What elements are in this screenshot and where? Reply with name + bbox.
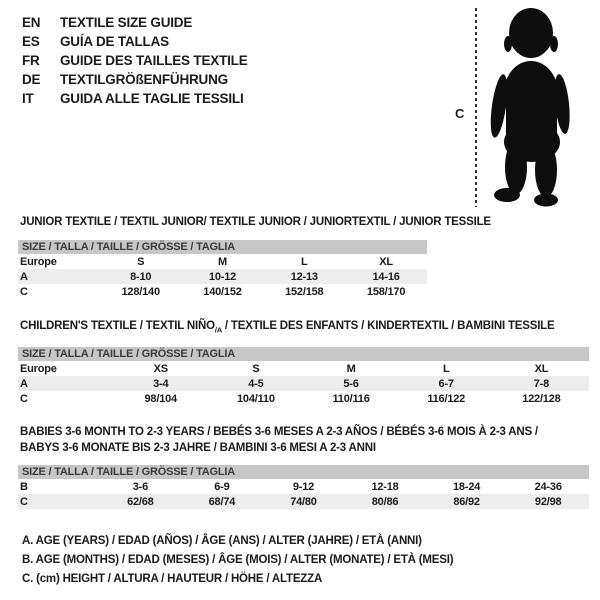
- language-code: FR: [22, 53, 40, 68]
- babies-section-title: BABIES 3-6 MONTH TO 2-3 YEARS / BEBÉS 3-…: [20, 424, 538, 456]
- table-row-europe: Europe S M L XL: [18, 254, 427, 269]
- table-cell: 18-24: [453, 480, 481, 493]
- row-label: A: [18, 376, 114, 391]
- table-row-months: B 3-6 6-9 9-12 12-18 18-24 24-36: [18, 479, 589, 494]
- language-row-es: ES GUÍA DE TALLAS: [22, 32, 248, 51]
- table-cell: S: [252, 362, 260, 375]
- row-label: Europe: [20, 362, 57, 375]
- row-label: A: [18, 269, 100, 284]
- babies-size-table: SIZE / TALLA / TAILLE / GRÖSSE / TAGLIA …: [18, 465, 589, 509]
- table-cell: 10-12: [181, 269, 264, 284]
- table-cell: 74/80: [262, 494, 345, 509]
- row-label: C: [20, 285, 28, 298]
- table-cell: L: [442, 362, 450, 375]
- legend-note-a: A. AGE (YEARS) / EDAD (AÑOS) / ÂGE (ANS)…: [22, 535, 422, 547]
- table-cell: 152/158: [285, 285, 324, 298]
- legend-notes: A. AGE (YEARS) / EDAD (AÑOS) / ÂGE (ANS)…: [22, 532, 454, 589]
- height-measure-label: C: [455, 106, 465, 121]
- size-header-row: SIZE / TALLA / TAILLE / GRÖSSE / TAGLIA: [18, 347, 589, 361]
- junior-size-table: SIZE / TALLA / TAILLE / GRÖSSE / TAGLIA …: [18, 240, 427, 299]
- table-cell: L: [301, 255, 308, 268]
- language-row-en: EN TEXTILE SIZE GUIDE: [22, 13, 248, 32]
- guide-title-de: TEXTILGRÖßENFÜHRUNG: [60, 72, 228, 87]
- table-cell: 6-9: [214, 480, 230, 493]
- table-cell: 3-6: [132, 480, 149, 493]
- table-cell: 68/74: [181, 494, 263, 509]
- children-title-subscript: /A: [214, 325, 222, 335]
- babies-title-line2: BABYS 3-6 MONATE BIS 2-3 JAHRE / BAMBINI…: [20, 442, 376, 454]
- size-header-row: SIZE / TALLA / TAILLE / GRÖSSE / TAGLIA: [18, 240, 427, 254]
- table-cell: 110/116: [332, 392, 370, 405]
- table-cell: 12-13: [263, 269, 346, 284]
- table-cell: XL: [534, 362, 549, 375]
- table-cell: 128/140: [121, 285, 161, 298]
- table-cell: 8-10: [99, 269, 182, 284]
- table-cell: 104/110: [237, 392, 275, 405]
- language-row-de: DE TEXTILGRÖßENFÜHRUNG: [22, 70, 248, 89]
- table-cell: 7-8: [493, 376, 589, 391]
- legend-note-c: C. (cm) HEIGHT / ALTURA / HAUTEUR / HÖHE…: [22, 573, 323, 585]
- table-cell: 116/122: [427, 392, 466, 405]
- row-label: B: [20, 480, 28, 493]
- table-cell: 12-18: [371, 480, 399, 493]
- guide-title-fr: GUIDE DES TAILLES TEXTILE: [60, 53, 248, 68]
- language-code: ES: [22, 34, 40, 49]
- table-cell: XL: [379, 255, 393, 268]
- babies-title-line1: BABIES 3-6 MONTH TO 2-3 YEARS / BEBÉS 3-…: [20, 426, 538, 438]
- children-section-title: CHILDREN'S TEXTILE / TEXTIL NIÑO/A / TEX…: [20, 320, 555, 335]
- children-title-post: / TEXTILE DES ENFANTS / KINDERTEXTIL / B…: [221, 320, 555, 332]
- children-title-pre: CHILDREN'S TEXTILE / TEXTIL NIÑO: [20, 320, 215, 332]
- legend-note-b: B. AGE (MONTHS) / EDAD (MESES) / ÂGE (MO…: [22, 554, 454, 566]
- row-label: C: [18, 494, 100, 509]
- table-cell: 6-7: [398, 376, 494, 391]
- row-label: Europe: [20, 255, 57, 268]
- table-cell: 24-36: [534, 480, 562, 493]
- table-row-age: A 3-4 4-5 5-6 6-7 7-8: [18, 376, 589, 391]
- language-row-fr: FR GUIDE DES TAILLES TEXTILE: [22, 51, 248, 70]
- size-header-row: SIZE / TALLA / TAILLE / GRÖSSE / TAGLIA: [18, 465, 589, 479]
- children-size-table: SIZE / TALLA / TAILLE / GRÖSSE / TAGLIA …: [18, 347, 589, 406]
- table-cell: 62/68: [99, 494, 182, 509]
- row-label: C: [20, 392, 28, 405]
- size-header-bar: SIZE / TALLA / TAILLE / GRÖSSE / TAGLIA: [18, 465, 589, 479]
- language-code: EN: [22, 15, 41, 30]
- table-row-europe: Europe XS S M L XL: [18, 361, 589, 376]
- table-cell: M: [218, 255, 227, 268]
- table-cell: 92/98: [507, 494, 589, 509]
- table-row-height: C 128/140 140/152 152/158 158/170: [18, 284, 427, 299]
- table-cell: 14-16: [345, 269, 427, 284]
- guide-title-it: GUIDA ALLE TAGLIE TESSILI: [60, 91, 244, 106]
- language-row-it: IT GUIDA ALLE TAGLIE TESSILI: [22, 89, 248, 108]
- size-header-bar: SIZE / TALLA / TAILLE / GRÖSSE / TAGLIA: [18, 347, 589, 361]
- baby-silhouette-icon: [490, 8, 570, 207]
- table-cell: XS: [153, 362, 168, 375]
- table-cell: 4-5: [208, 376, 304, 391]
- table-cell: 86/92: [425, 494, 508, 509]
- table-cell: 9-12: [292, 480, 315, 493]
- table-row-age: A 8-10 10-12 12-13 14-16: [18, 269, 427, 284]
- table-cell: 122/128: [522, 392, 561, 405]
- language-title-list: EN TEXTILE SIZE GUIDE ES GUÍA DE TALLAS …: [22, 13, 248, 108]
- table-row-height: C 98/104 104/110 110/116 116/122 122/128: [18, 391, 589, 406]
- table-cell: 158/170: [366, 285, 406, 298]
- table-cell: 98/104: [144, 392, 178, 405]
- table-cell: 80/86: [344, 494, 426, 509]
- table-cell: S: [137, 255, 145, 268]
- size-header-bar: SIZE / TALLA / TAILLE / GRÖSSE / TAGLIA: [18, 240, 427, 254]
- language-code: DE: [22, 72, 41, 87]
- junior-section-title: JUNIOR TEXTILE / TEXTIL JUNIOR/ TEXTILE …: [20, 216, 491, 228]
- table-cell: 5-6: [303, 376, 399, 391]
- table-cell: 3-4: [113, 376, 209, 391]
- guide-title-es: GUÍA DE TALLAS: [60, 34, 169, 49]
- table-row-height: C 62/68 68/74 74/80 80/86 86/92 92/98: [18, 494, 589, 509]
- language-code: IT: [22, 91, 34, 106]
- height-measure-dotted-line: [475, 8, 477, 207]
- table-cell: M: [346, 362, 356, 375]
- guide-title-en: TEXTILE SIZE GUIDE: [60, 15, 193, 30]
- table-cell: 140/152: [203, 285, 242, 298]
